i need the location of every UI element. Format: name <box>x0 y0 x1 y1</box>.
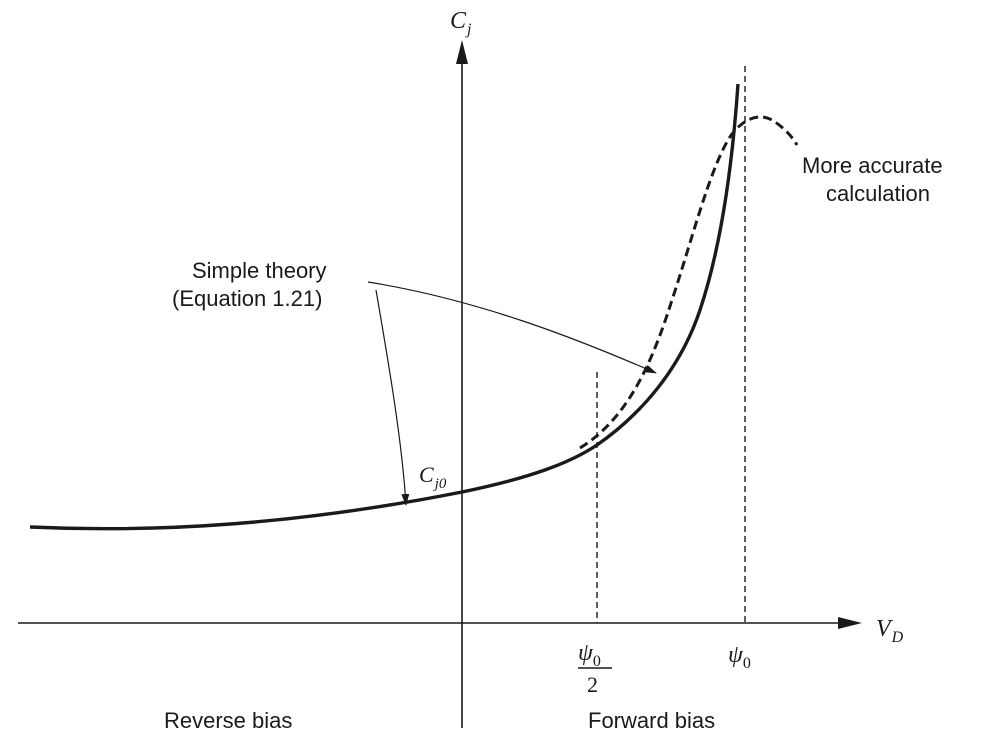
simple-theory-pointer-lower <box>375 289 410 506</box>
half-psi-label-numerator: ψ0 <box>578 640 601 670</box>
x-axis-arrowhead <box>838 617 862 629</box>
simple-theory-label-line1: Simple theory <box>192 258 327 283</box>
simple-theory-curve <box>29 83 740 531</box>
half-psi-label-denominator: 2 <box>587 672 598 697</box>
simple-theory-label-line2: (Equation 1.21) <box>172 286 322 311</box>
x-axis-label: VD <box>876 616 904 646</box>
y-axis-label: Cj <box>450 8 472 38</box>
reverse-bias-label: Reverse bias <box>164 708 292 733</box>
psi-label: ψ0 <box>728 642 751 672</box>
accurate-calculation-curve <box>579 115 799 450</box>
cj0-label: Cj0 <box>419 462 447 492</box>
accurate-calculation-label-line2: calculation <box>826 181 930 206</box>
forward-bias-label: Forward bias <box>588 708 715 733</box>
y-axis-arrowhead <box>456 40 468 64</box>
simple-theory-pointer-upper <box>367 281 657 374</box>
accurate-calculation-label-line1: More accurate <box>802 153 943 178</box>
